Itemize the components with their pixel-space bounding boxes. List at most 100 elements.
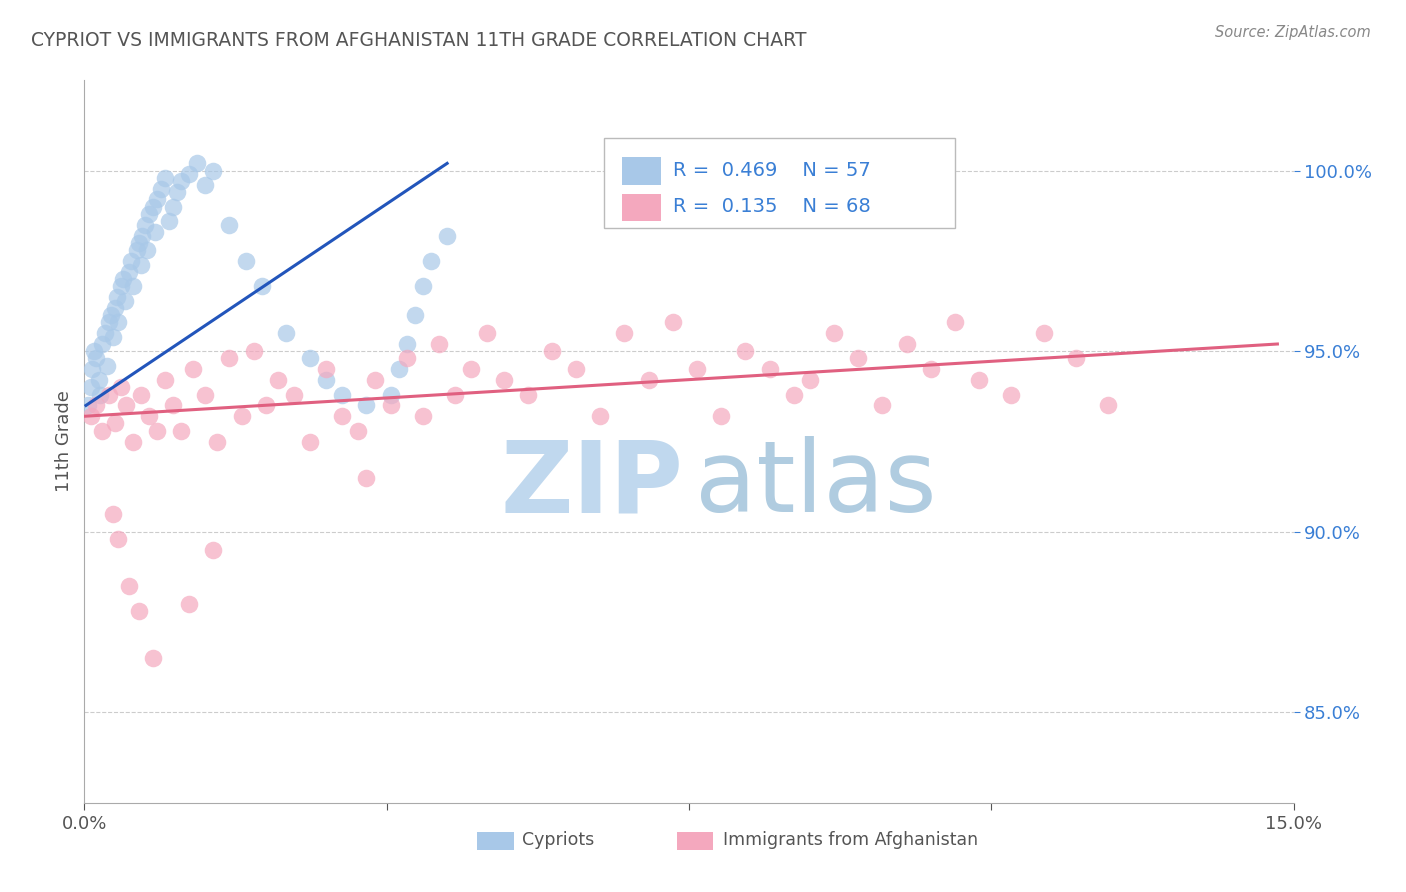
- Text: R =  0.135    N = 68: R = 0.135 N = 68: [673, 197, 870, 217]
- Point: [112, 272, 135, 286]
- Point: [920, 362, 942, 376]
- Point: [1064, 351, 1087, 366]
- Text: CYPRIOT VS IMMIGRANTS FROM AFGHANISTAN 11TH GRADE CORRELATION CHART: CYPRIOT VS IMMIGRANTS FROM AFGHANISTAN 1…: [31, 31, 807, 50]
- Point: [218, 351, 240, 366]
- Point: [120, 254, 142, 268]
- Point: [315, 373, 337, 387]
- Point: [194, 178, 217, 192]
- Text: ZIP: ZIP: [501, 436, 683, 533]
- Point: [91, 337, 114, 351]
- Point: [356, 399, 378, 413]
- Point: [242, 344, 264, 359]
- Point: [420, 254, 443, 268]
- Point: [347, 424, 370, 438]
- Point: [283, 387, 305, 401]
- Point: [710, 409, 733, 424]
- Point: [492, 373, 515, 387]
- Point: [254, 399, 277, 413]
- Point: [166, 186, 188, 200]
- Point: [967, 373, 990, 387]
- Point: [153, 170, 176, 185]
- Point: [1097, 399, 1119, 413]
- Point: [142, 200, 165, 214]
- Point: [412, 279, 434, 293]
- Point: [91, 424, 114, 438]
- Point: [107, 532, 129, 546]
- Point: [80, 380, 103, 394]
- Point: [104, 417, 127, 431]
- Point: [170, 424, 193, 438]
- Point: [613, 326, 636, 341]
- Point: [104, 301, 127, 315]
- Point: [93, 326, 115, 341]
- Point: [330, 409, 353, 424]
- Point: [541, 344, 564, 359]
- Point: [565, 362, 588, 376]
- Point: [274, 326, 297, 341]
- Point: [380, 399, 402, 413]
- Point: [121, 279, 143, 293]
- FancyBboxPatch shape: [676, 831, 713, 850]
- Point: [207, 434, 229, 449]
- Point: [194, 387, 217, 401]
- Point: [686, 362, 709, 376]
- FancyBboxPatch shape: [605, 138, 955, 228]
- Point: [460, 362, 482, 376]
- Point: [115, 399, 138, 413]
- Point: [388, 362, 411, 376]
- Point: [105, 290, 128, 304]
- Point: [427, 337, 450, 351]
- Point: [943, 315, 966, 329]
- Point: [1000, 387, 1022, 401]
- Point: [395, 337, 418, 351]
- Point: [118, 265, 141, 279]
- Point: [136, 243, 159, 257]
- Point: [330, 387, 353, 401]
- Point: [267, 373, 290, 387]
- Text: R =  0.469    N = 57: R = 0.469 N = 57: [673, 161, 870, 180]
- Point: [129, 387, 152, 401]
- Point: [77, 399, 100, 413]
- Point: [162, 399, 184, 413]
- Point: [637, 373, 659, 387]
- Text: Cypriots: Cypriots: [522, 831, 595, 849]
- Point: [101, 330, 124, 344]
- Point: [315, 362, 337, 376]
- Text: Source: ZipAtlas.com: Source: ZipAtlas.com: [1215, 25, 1371, 40]
- Point: [143, 225, 166, 239]
- Point: [662, 315, 685, 329]
- Point: [436, 228, 458, 243]
- Point: [516, 387, 538, 401]
- Point: [235, 254, 257, 268]
- FancyBboxPatch shape: [623, 194, 661, 221]
- Point: [82, 362, 104, 376]
- Point: [896, 337, 918, 351]
- Point: [110, 380, 132, 394]
- Text: Immigrants from Afghanistan: Immigrants from Afghanistan: [723, 831, 979, 849]
- Point: [231, 409, 253, 424]
- Point: [1032, 326, 1054, 341]
- Point: [86, 351, 108, 366]
- Point: [202, 543, 225, 558]
- Point: [299, 351, 322, 366]
- Point: [146, 424, 169, 438]
- Point: [356, 471, 378, 485]
- Point: [87, 373, 110, 387]
- Point: [121, 434, 143, 449]
- Point: [758, 362, 780, 376]
- Point: [186, 156, 208, 170]
- Point: [823, 326, 845, 341]
- Point: [114, 293, 136, 308]
- FancyBboxPatch shape: [623, 157, 661, 185]
- Point: [97, 387, 120, 401]
- Point: [250, 279, 273, 293]
- Point: [138, 409, 160, 424]
- Point: [872, 399, 894, 413]
- Point: [125, 243, 148, 257]
- Point: [89, 387, 111, 401]
- Point: [107, 315, 129, 329]
- Point: [129, 258, 152, 272]
- Point: [380, 387, 402, 401]
- Point: [118, 579, 141, 593]
- Point: [179, 167, 201, 181]
